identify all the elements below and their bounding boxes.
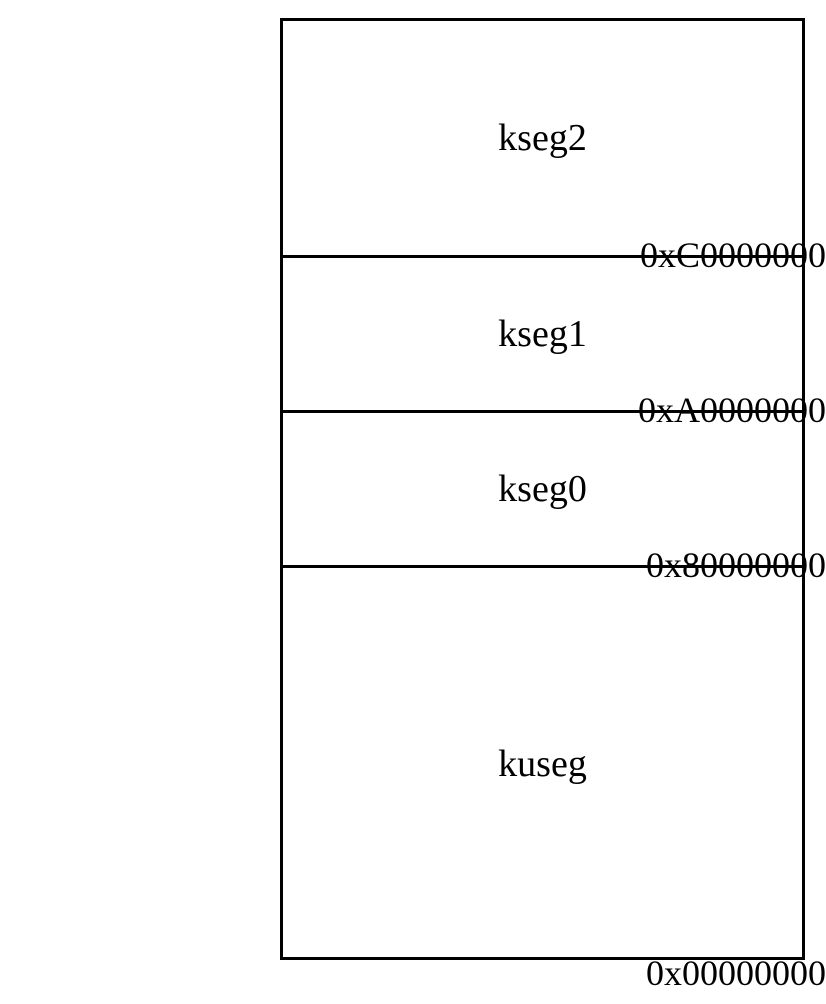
segment-label: kuseg — [498, 742, 587, 786]
segment-kseg2: kseg2 — [283, 21, 802, 258]
segment-kuseg: kuseg — [283, 568, 802, 960]
address-label: 0x00000000 — [561, 952, 826, 994]
segment-label: kseg2 — [498, 116, 587, 160]
segment-label: kseg1 — [498, 312, 587, 356]
address-label: 0xC0000000 — [561, 234, 826, 276]
segment-label: kseg0 — [498, 467, 587, 511]
memory-map-diagram: kseg2 kseg1 kseg0 kuseg 0xC0000000 0xA000000… — [0, 0, 826, 1004]
address-label: 0x80000000 — [561, 544, 826, 586]
address-label: 0xA0000000 — [561, 389, 826, 431]
memory-box: kseg2 kseg1 kseg0 kuseg — [280, 18, 805, 960]
